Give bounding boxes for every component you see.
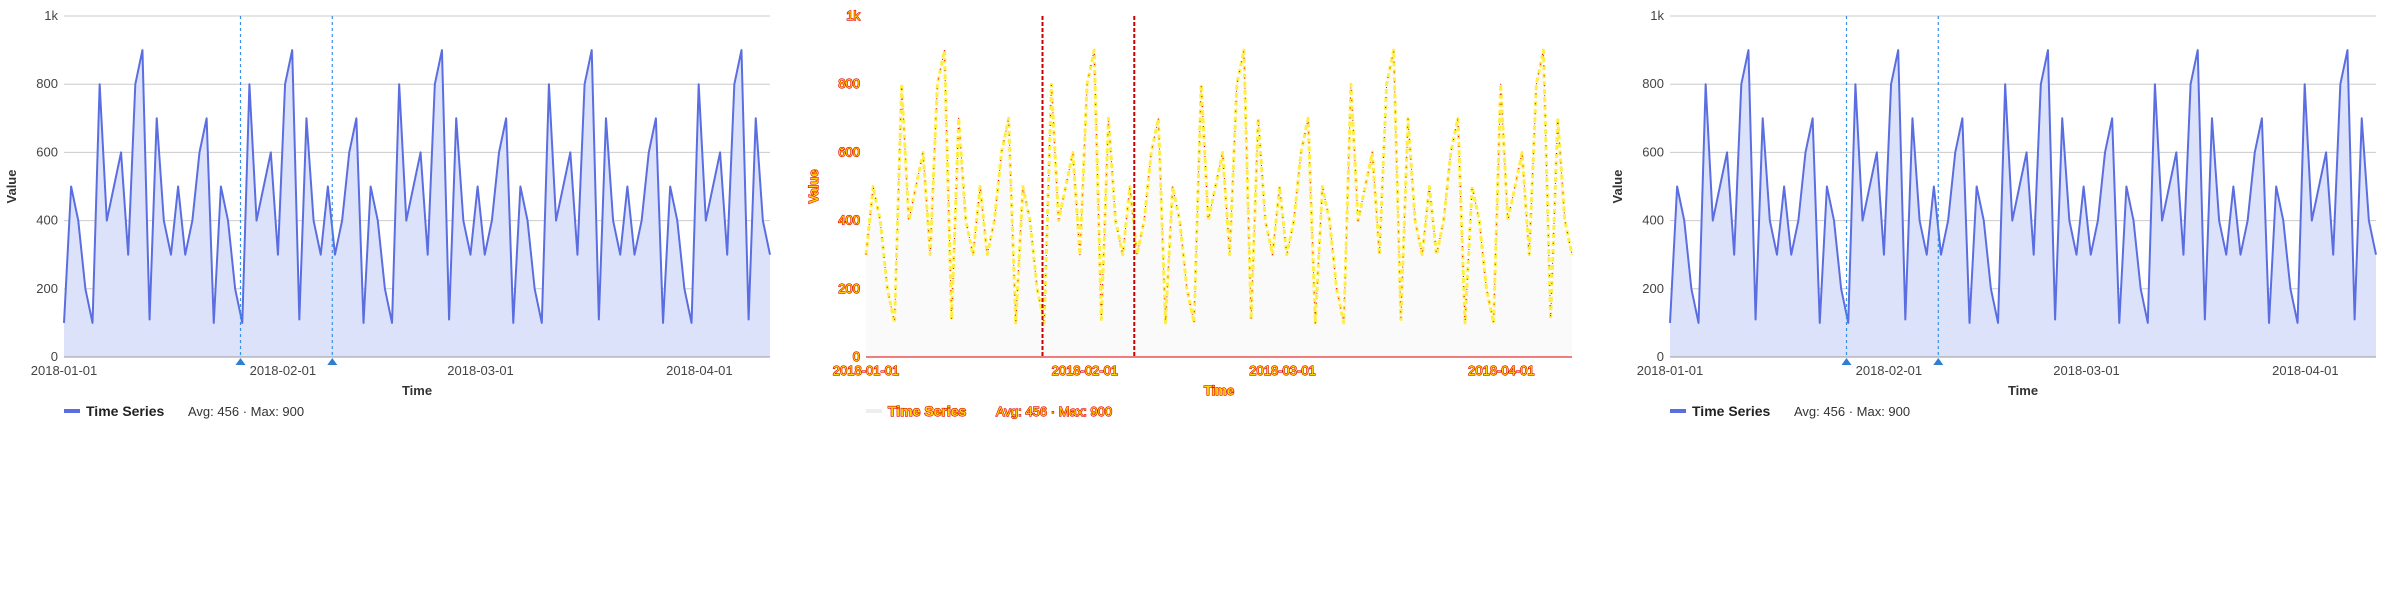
x-tick-label: 2018-03-01 [447,363,514,378]
y-tick-label: 800 [1642,76,1664,91]
chart-panel-3: 0 200 400 600 800 1k 2018-01-01 2018-02-01 2018-… [1610,8,2377,419]
x-tick-label: 2018-03-01 [2053,363,2120,378]
legend-series-stats: Avg: 456 · Max: 900 [996,404,1112,419]
y-axis-title: Value [806,170,821,204]
x-tick-label: 2018-01-01 [1637,363,1704,378]
series-line-highlight [865,49,1573,324]
legend-series-name: Time Series [888,403,967,419]
marker-handle-1[interactable] [235,358,246,365]
y-tick-label: 600 [36,144,58,159]
y-tick-label: 200 [36,281,58,296]
y-tick-label: 400 [36,213,58,228]
x-axis-title: Time [402,383,432,398]
x-tick-label: 2018-04-01 [666,363,733,378]
legend-series-stats: Avg: 456 · Max: 900 [188,404,304,419]
y-tick-label: 200 [1642,281,1664,296]
x-tick-label: 2018-01-01 [833,363,900,378]
x-tick-label: 2018-03-01 [1249,363,1316,378]
y-axis-title: Value [4,170,19,204]
legend-series-name: Time Series [1692,403,1771,419]
x-tick-label: 2018-04-01 [2272,363,2339,378]
y-tick-label: 200 [838,281,860,296]
x-tick-label: 2018-02-01 [1052,363,1119,378]
series-line[interactable] [63,49,771,324]
y-axis-title: Value [1610,170,1625,204]
marker-handle-2[interactable] [1933,358,1944,365]
x-axis-title: Time [1204,383,1234,398]
x-axis-title: Time [2008,383,2038,398]
y-tick-label: 800 [36,76,58,91]
y-tick-label: 1k [846,8,860,23]
marker-handle-2[interactable] [327,358,338,365]
legend-series-name: Time Series [86,403,165,419]
series-line[interactable] [864,48,1574,325]
x-tick-label: 2018-01-01 [31,363,98,378]
x-tick-label: 2018-02-01 [1856,363,1923,378]
y-tick-label: 1k [44,8,58,23]
legend-series-stats: Avg: 456 · Max: 900 [1794,404,1910,419]
y-tick-label: 600 [1642,144,1664,159]
y-tick-label: 400 [1642,213,1664,228]
series-line[interactable] [1669,49,2377,324]
y-tick-label: 0 [51,349,58,364]
x-tick-label: 2018-02-01 [250,363,317,378]
y-tick-label: 0 [853,349,860,364]
legend[interactable]: Time Series Avg: 456 · Max: 900 [1670,403,1910,419]
x-tick-label: 2018-04-01 [1468,363,1535,378]
y-tick-label: 0 [1657,349,1664,364]
y-tick-label: 400 [838,213,860,228]
chart-panel-2: 0 200 400 600 800 1k 2018-01-01 2018-02-01 2018-… [805,7,1574,420]
legend[interactable]: Time Series Avg: 456 · Max: 900 [64,403,304,419]
y-tick-label: 600 [838,144,860,159]
legend[interactable]: Time Series Avg: 456 · Max: 900 [866,402,1113,420]
y-tick-label: 800 [838,76,860,91]
chart-panel-1: 0 200 400 600 800 1k 2018-01-01 2018-02-01 2018-… [4,8,771,419]
y-tick-label: 1k [1650,8,1664,23]
marker-handle-1[interactable] [1841,358,1852,365]
